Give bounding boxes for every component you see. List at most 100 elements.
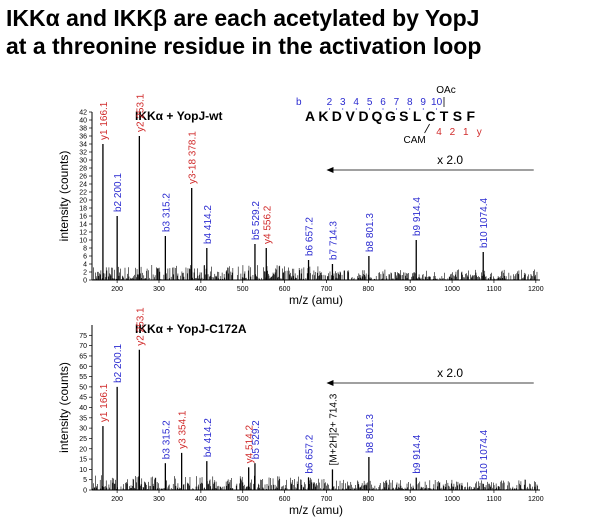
peak-label: b9 914.4 bbox=[412, 434, 423, 473]
peptide-residue: L bbox=[413, 108, 422, 124]
peak-label: b10 1074.4 bbox=[479, 198, 490, 248]
y-tick-label: 10 bbox=[79, 238, 87, 245]
peptide-residue: D bbox=[332, 108, 342, 124]
peak-label: b3 315.2 bbox=[161, 420, 172, 459]
x-axis-label: m/z (amu) bbox=[289, 503, 343, 517]
b-ion-number: 8 bbox=[407, 97, 413, 108]
scale-arrow-head bbox=[326, 167, 334, 173]
panel-title: IKKα + YopJ-wt bbox=[135, 109, 223, 123]
title-line-1: IKKα and IKKβ are each acetylated by Yop… bbox=[6, 5, 480, 31]
peptide-residue: C bbox=[426, 108, 436, 124]
y-tick-label: 55 bbox=[79, 374, 87, 381]
peak-label: y1 166.1 bbox=[99, 101, 110, 140]
y-tick-label: 40 bbox=[79, 118, 87, 125]
y-tick-label: 0 bbox=[83, 488, 87, 495]
b-ion-number: 4 bbox=[353, 97, 359, 108]
y-tick-label: 36 bbox=[79, 134, 87, 141]
peptide-residue: F bbox=[467, 108, 476, 124]
peak-label: b8 801.3 bbox=[365, 414, 376, 453]
peptide-residue: S bbox=[453, 108, 462, 124]
y-tick-label: 10 bbox=[79, 467, 87, 474]
peptide-residue: T bbox=[440, 108, 449, 124]
figure-title: IKKα and IKKβ are each acetylated by Yop… bbox=[6, 4, 596, 60]
y-tick-label: 70 bbox=[79, 343, 87, 350]
x-tick-label: 900 bbox=[404, 496, 416, 503]
mod-oac: OAc bbox=[436, 85, 455, 96]
y-tick-label: 14 bbox=[79, 222, 87, 229]
y-axis-label: intensity (counts) bbox=[57, 362, 71, 453]
y-tick-label: 28 bbox=[79, 166, 87, 173]
y-tick-label: 12 bbox=[79, 230, 87, 237]
y-tick-label: 8 bbox=[83, 246, 87, 253]
y-tick-label: 4 bbox=[83, 262, 87, 269]
b-ion-number: 5 bbox=[367, 97, 373, 108]
y-tick-label: 34 bbox=[79, 142, 87, 149]
mod-cam-line bbox=[424, 123, 430, 134]
x-tick-label: 1100 bbox=[486, 496, 501, 503]
x-tick-label: 500 bbox=[237, 496, 249, 503]
peak-label: y4 556.2 bbox=[262, 205, 273, 244]
panel-title: IKKα + YopJ-C172A bbox=[135, 322, 247, 336]
x-tick-label: 1200 bbox=[528, 496, 544, 503]
peak-label: b9 914.4 bbox=[412, 197, 423, 236]
peak-label: b8 801.3 bbox=[365, 213, 376, 252]
x-tick-label: 1000 bbox=[444, 496, 460, 503]
y-ion-label: y bbox=[477, 127, 482, 138]
x-tick-label: 1200 bbox=[528, 286, 544, 293]
y-tick-label: 30 bbox=[79, 426, 87, 433]
peak-label: y3-18 378.1 bbox=[188, 131, 199, 184]
peak-label: [M+2H]2+ 714.3 bbox=[328, 393, 339, 465]
y-tick-label: 22 bbox=[79, 190, 87, 197]
y-ion-number: 1 bbox=[463, 127, 469, 138]
x-tick-label: 200 bbox=[111, 286, 123, 293]
mod-cam: CAM bbox=[403, 135, 425, 146]
x-axis-label: m/z (amu) bbox=[289, 293, 343, 307]
x-tick-label: 900 bbox=[404, 286, 416, 293]
x-tick-label: 700 bbox=[321, 496, 333, 503]
y-tick-label: 32 bbox=[79, 150, 87, 157]
x-tick-label: 200 bbox=[111, 496, 123, 503]
y-tick-label: 45 bbox=[79, 395, 87, 402]
scale-arrow-head bbox=[326, 380, 334, 386]
peptide-residue: G bbox=[385, 108, 396, 124]
y-tick-label: 75 bbox=[79, 333, 87, 340]
peak-label: b5 529.2 bbox=[251, 201, 262, 240]
y-tick-label: 24 bbox=[79, 182, 87, 189]
peak-label: y4 514.2 bbox=[245, 425, 256, 464]
b-ion-number: 7 bbox=[394, 97, 400, 108]
peptide-residue: K bbox=[318, 108, 328, 124]
x-tick-label: 500 bbox=[237, 286, 249, 293]
y-ion-number: 4 bbox=[436, 127, 442, 138]
y-tick-label: 40 bbox=[79, 405, 87, 412]
x-tick-label: 400 bbox=[195, 496, 207, 503]
b-ion-label: b bbox=[296, 97, 302, 108]
peak-label: y1 166.1 bbox=[99, 383, 110, 422]
scale-note: x 2.0 bbox=[437, 153, 463, 167]
peak-label: y3 354.1 bbox=[178, 410, 189, 449]
x-tick-label: 700 bbox=[321, 286, 333, 293]
x-tick-label: 600 bbox=[279, 286, 291, 293]
peptide-residue: Q bbox=[372, 108, 383, 124]
y-tick-label: 2 bbox=[83, 270, 87, 277]
y-tick-label: 30 bbox=[79, 158, 87, 165]
x-tick-label: 1100 bbox=[486, 286, 501, 293]
peak-label: b4 414.2 bbox=[203, 205, 214, 244]
peak-label: b5 529.2 bbox=[251, 420, 262, 459]
peptide-residue: V bbox=[346, 108, 356, 124]
scale-note: x 2.0 bbox=[437, 366, 463, 380]
y-tick-label: 20 bbox=[79, 198, 87, 205]
x-tick-label: 800 bbox=[362, 496, 374, 503]
x-tick-label: 300 bbox=[153, 286, 165, 293]
y-tick-label: 6 bbox=[83, 254, 87, 261]
b-ion-number: 9 bbox=[420, 97, 426, 108]
peak-label: b4 414.2 bbox=[203, 418, 214, 457]
y-tick-label: 25 bbox=[79, 436, 87, 443]
b-ion-number: 3 bbox=[340, 97, 346, 108]
peptide-residue: A bbox=[305, 108, 315, 124]
x-tick-label: 600 bbox=[279, 496, 291, 503]
y-ion-number: 2 bbox=[450, 127, 456, 138]
peak-label: b6 657.2 bbox=[305, 434, 316, 473]
y-tick-label: 26 bbox=[79, 174, 87, 181]
y-tick-label: 42 bbox=[79, 110, 87, 117]
